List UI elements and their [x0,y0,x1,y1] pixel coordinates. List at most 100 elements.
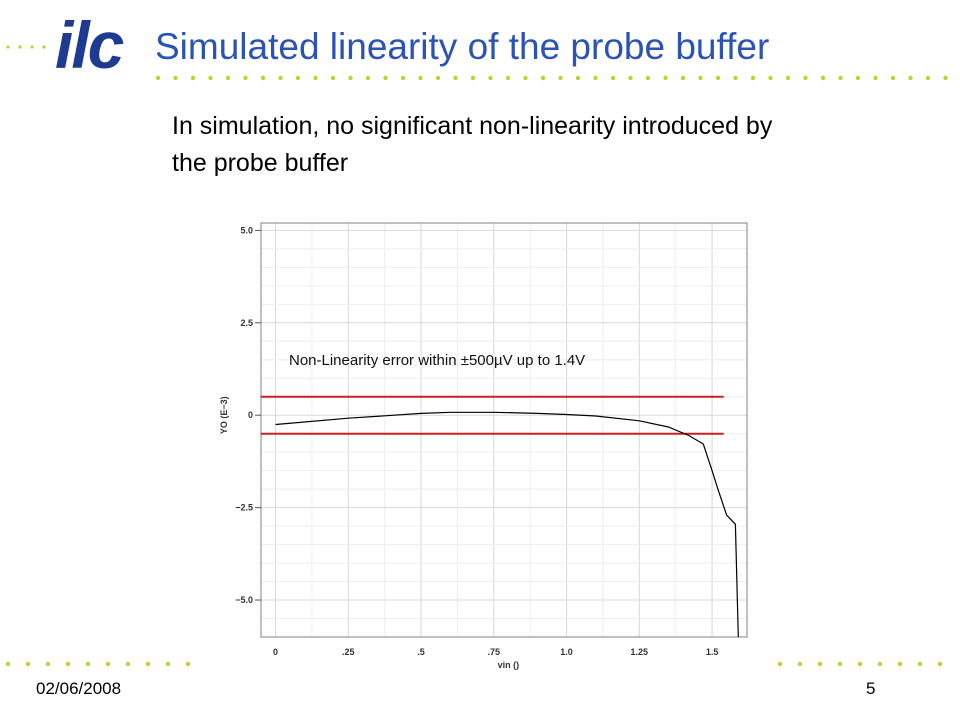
error-bounds [260,395,724,435]
dotted-line-top-left [6,45,46,49]
decoration-dot [558,75,563,81]
decoration-dot [610,75,616,81]
decoration-dot [663,75,668,81]
decoration-dot [225,75,231,81]
dotted-line-bottom-left [5,661,191,667]
decoration-dot [750,75,756,81]
decoration-dot [837,661,843,667]
x-axis-label: vin () [498,660,520,670]
decoration-dot [540,75,546,81]
decoration-dot [155,75,161,81]
x-tick-label: .25 [342,647,355,657]
decoration-dot [855,75,861,81]
x-tick-label: 0 [273,647,278,657]
decoration-dot [418,75,423,81]
decoration-dot [6,45,10,49]
decoration-dot [348,75,353,81]
x-tick-label: .5 [417,647,425,657]
decoration-dot [365,75,371,81]
decoration-dot [877,661,883,667]
decoration-dot [820,75,826,81]
y-tick-label: 0 [248,410,253,420]
decoration-dot [680,75,686,81]
decoration-dot [593,75,598,81]
decoration-dot [917,661,923,667]
decoration-dot [908,75,913,81]
decoration-dot [330,75,336,81]
decoration-dot [803,75,808,81]
decoration-dot [243,75,248,81]
x-tick-label: 1.5 [706,647,719,657]
decoration-dot [85,661,91,667]
decoration-dot [575,75,581,81]
linearity-chart: 0 .25 .5 .75 1.0 1.25 1.5 5.0 2.5 0 −2.5 −5.0 Non-… [215,215,755,675]
decoration-dot [937,661,943,667]
y-tick-label: 5.0 [240,225,253,235]
decoration-dot [488,75,493,81]
decoration-dot [65,661,71,667]
decoration-dot [45,661,51,667]
footer-date: 02/06/2008 [36,679,122,698]
decoration-dot [797,661,803,667]
decoration-dot [733,75,738,81]
x-tick-label: 1.25 [631,647,649,657]
decoration-dot [295,75,301,81]
y-tick-label: −5.0 [235,595,253,605]
decoration-dot [453,75,458,81]
decoration-dot [125,661,131,667]
decoration-dot [715,75,721,81]
decoration-dot [817,661,823,667]
decoration-dot [857,661,863,667]
slide-subtitle: In simulation, no significant non-linear… [172,112,773,177]
dotted-line-top [155,75,948,81]
decoration-dot [145,661,151,667]
decoration-dot [943,75,948,81]
y-tick-label: −2.5 [235,503,253,513]
decoration-dot [25,661,31,667]
ilc-logo: ilc [55,8,124,82]
decoration-dot [105,661,111,667]
decoration-dot [208,75,213,81]
decoration-dot [260,75,266,81]
series-line [275,411,739,638]
y-axis-label: YO (E−3) [219,396,229,434]
slide-title: Simulated linearity of the probe buffer [155,26,770,67]
decoration-dot [645,75,651,81]
decoration-dot [42,45,46,49]
decoration-dot [190,75,196,81]
decoration-dot [523,75,528,81]
decoration-dot [890,75,896,81]
x-tick-label: 1.0 [560,647,573,657]
dotted-line-bottom-right [777,661,943,667]
decoration-dot [768,75,773,81]
chart-background [215,215,755,675]
decoration-dot [5,661,11,667]
decoration-dot [838,75,843,81]
x-axis-ticks: 0 .25 .5 .75 1.0 1.25 1.5 [273,647,718,657]
decoration-dot [435,75,441,81]
chart-annotation: Non-Linearity error within ±500µV up to … [289,352,585,369]
decoration-dot [777,661,783,667]
decoration-dot [628,75,633,81]
decoration-dot [165,661,171,667]
y-axis-ticks: 5.0 2.5 0 −2.5 −5.0 [235,225,261,605]
decoration-dot [383,75,388,81]
plot-frame [260,222,748,638]
decoration-dot [470,75,476,81]
decoration-dot [185,661,191,667]
decoration-dot [698,75,703,81]
page-number: 5 [866,679,876,698]
y-tick-label: 2.5 [240,318,253,328]
decoration-dot [505,75,511,81]
decoration-dot [873,75,878,81]
decoration-dot [18,45,22,49]
decoration-dot [400,75,406,81]
decoration-dot [30,45,34,49]
x-tick-label: .75 [488,647,501,657]
decoration-dot [925,75,931,81]
decoration-dot [785,75,791,81]
decoration-dot [278,75,283,81]
decoration-dot [313,75,318,81]
decoration-dot [897,661,903,667]
